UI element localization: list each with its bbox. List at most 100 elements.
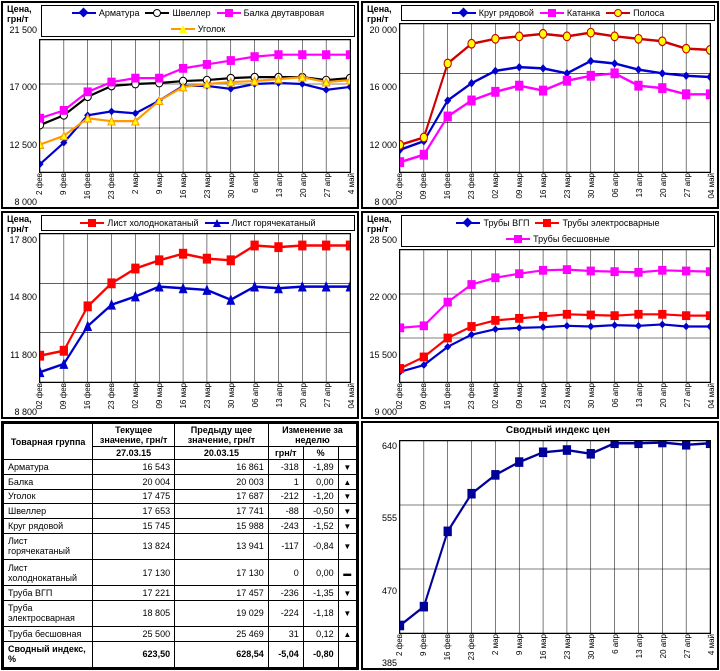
x-tick-label: 6 апр (611, 634, 620, 654)
y-tick-label: 28 500 (363, 235, 397, 245)
x-tick-label: 23 фев (467, 634, 476, 660)
chart-panel-1: Цена, грн/т 21 50017 00012 5008 000 Арма… (1, 1, 359, 209)
cell-delta: -236 (268, 586, 303, 601)
legend-label: Катанка (567, 8, 600, 18)
legend-item: Трубы электросварные (535, 218, 659, 228)
x-tick-label: 2 мар (491, 634, 500, 655)
x-tick-label: 23 фев (467, 173, 476, 199)
x-tick-label: 20 апр (299, 173, 308, 197)
x-tick-label: 23 мар (563, 634, 572, 660)
trend-icon (343, 541, 351, 551)
chart-panel-4: Цена, грн/т 28 50022 00015 5009 000 Труб… (361, 211, 719, 419)
cell-delta: 1 (268, 474, 303, 489)
cell-name: Лист горячекатаный (4, 533, 93, 559)
cell-name: Лист холоднокатаный (4, 559, 93, 585)
cell-prev: 15 988 (175, 519, 269, 534)
cell-cur: 17 653 (93, 504, 175, 519)
chart5-title: Сводный индекс цен (399, 423, 717, 438)
x-tick-label: 09 мар (155, 383, 164, 409)
x-tick-label: 09 фев (419, 173, 428, 199)
x-tick-label: 09 мар (515, 173, 524, 199)
th-change: Изменение за неделю (268, 424, 356, 447)
cell-dir (338, 474, 356, 489)
x-tick-label: 30 мар (587, 173, 596, 199)
x-tick-label: 02 мар (131, 383, 140, 409)
legend-label: Балка двутавровая (244, 8, 325, 18)
x-tick-label: 04 май (707, 173, 716, 199)
cell-pct: -1,18 (303, 600, 338, 626)
cell-cur: 18 805 (93, 600, 175, 626)
cell-name: Уголок (4, 489, 93, 504)
legend-chart4: Трубы ВГПТрубы электросварныеТрубы бесшо… (401, 215, 715, 247)
x-tick-label: 4 май (707, 634, 716, 655)
x-tick-label: 09 мар (515, 383, 524, 409)
x-tick-label: 02 мар (491, 173, 500, 199)
trend-icon (343, 506, 351, 516)
table-row: Труба бесшовная 25 500 25 469 31 0,12 (4, 627, 357, 642)
cell-cur: 623,50 (93, 641, 175, 667)
cell-name: Труба бесшовная (4, 627, 93, 642)
x-tick-label: 2 фев (35, 173, 44, 195)
cell-dir (338, 504, 356, 519)
y-tick-label: 22 000 (363, 292, 397, 302)
x-tick-label: 06 апр (611, 383, 620, 407)
th-chg-abs: грн/т (268, 447, 303, 460)
x-tick-label: 13 апр (635, 383, 644, 407)
x-tick-label: 27 апр (683, 383, 692, 407)
trend-icon (343, 588, 351, 598)
legend-label: Лист горячекатаный (232, 218, 316, 228)
y-tick-label: 14 800 (3, 292, 37, 302)
cell-delta: -212 (268, 489, 303, 504)
y-tick-label: 21 500 (3, 25, 37, 35)
cell-name: Сводный индекс, % (4, 641, 93, 667)
th-group: Товарная группа (4, 424, 93, 460)
legend-label: Швеллер (172, 8, 210, 18)
chart-panel-2: Цена, грн/т 20 00016 00012 0008 000 Круг… (361, 1, 719, 209)
y-axis-label: Цена, грн/т (3, 213, 39, 235)
table-row: Труба ВГП 17 221 17 457 -236 -1,35 (4, 586, 357, 601)
y-tick-label: 12 500 (3, 140, 37, 150)
trend-icon (343, 477, 351, 487)
x-tick-label: 06 апр (611, 173, 620, 197)
y-tick-label: 640 (363, 441, 397, 451)
cell-delta: -5,04 (268, 641, 303, 667)
cell-delta: -88 (268, 504, 303, 519)
legend-label: Круг рядовой (479, 8, 534, 18)
x-tick-label: 2 мар (131, 173, 140, 194)
cell-prev: 13 941 (175, 533, 269, 559)
cell-name: Круг рядовой (4, 519, 93, 534)
x-tick-label: 09 фев (419, 383, 428, 409)
legend-label: Трубы электросварные (562, 218, 659, 228)
legend-label: Уголок (198, 24, 226, 34)
cell-prev: 17 457 (175, 586, 269, 601)
cell-delta: -117 (268, 533, 303, 559)
cell-delta: -243 (268, 519, 303, 534)
trend-icon (343, 568, 351, 578)
x-tick-label: 23 мар (203, 173, 212, 199)
trend-icon (343, 608, 351, 618)
legend-label: Трубы бесшовные (533, 234, 610, 244)
x-tick-label: 06 апр (251, 383, 260, 407)
x-tick-label: 23 мар (563, 173, 572, 199)
cell-prev: 17 741 (175, 504, 269, 519)
x-tick-label: 23 мар (563, 383, 572, 409)
cell-pct: -1,89 (303, 460, 338, 475)
cell-dir (338, 600, 356, 626)
x-tick-label: 02 фев (395, 383, 404, 409)
cell-pct: 0,00 (303, 474, 338, 489)
cell-pct: -0,80 (303, 641, 338, 667)
legend-item: Катанка (540, 8, 600, 18)
x-tick-label: 27 апр (683, 173, 692, 197)
cell-prev: 20 003 (175, 474, 269, 489)
x-tick-label: 9 фев (59, 173, 68, 195)
price-table: Товарная группа Текущее значение, грн/т … (3, 423, 357, 668)
x-tick-label: 2 фев (395, 634, 404, 656)
page-grid: Цена, грн/т 21 50017 00012 5008 000 Арма… (0, 0, 720, 671)
x-tick-label: 20 апр (659, 383, 668, 407)
legend-item: Швеллер (145, 8, 210, 18)
y-tick-label: 470 (363, 586, 397, 596)
cell-name: Арматура (4, 460, 93, 475)
y-axis-label: Цена, грн/т (363, 213, 399, 235)
legend-label: Полоса (633, 8, 664, 18)
x-tick-label: 30 мар (587, 383, 596, 409)
